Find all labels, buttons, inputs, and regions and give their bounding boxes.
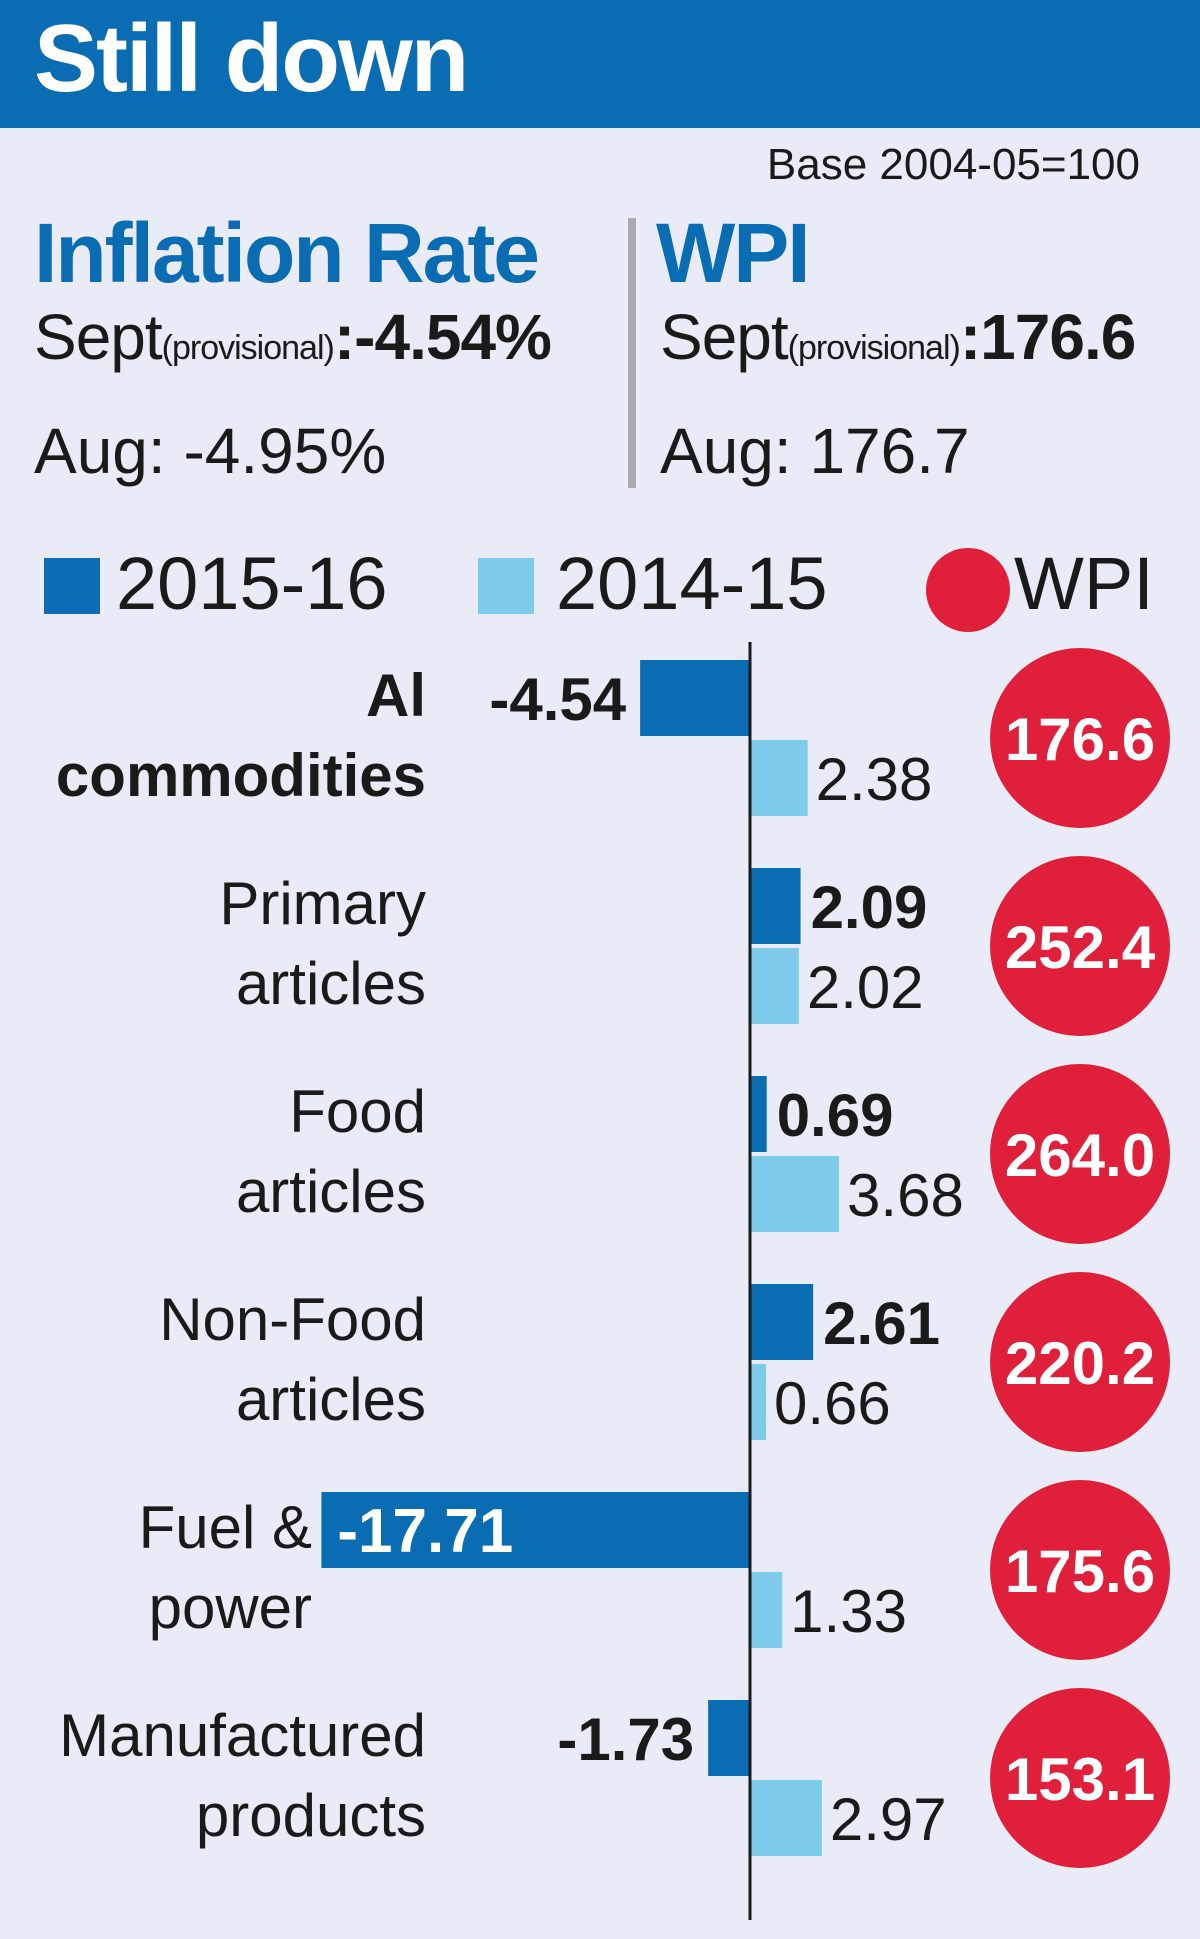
- wpi-circle: [990, 856, 1170, 1036]
- category-label: Fuel &: [139, 1494, 312, 1561]
- wpi-sept-line: Sept(provisional):176.6: [660, 300, 1136, 385]
- value-label-2015-16: -4.54: [489, 666, 626, 733]
- value-label-2014-15: 0.66: [774, 1370, 891, 1437]
- panel-divider: [628, 218, 636, 488]
- wpi-title: WPI: [656, 206, 811, 300]
- category-label: Non-Food: [159, 1286, 426, 1353]
- wpi-circle: [990, 1688, 1170, 1868]
- bar-2015-16: [321, 1492, 750, 1568]
- inflation-sept-label: Sept: [34, 301, 163, 373]
- inflation-sept-line: Sept(provisional):-4.54%: [34, 300, 552, 385]
- legend-label-wpi: WPI: [1014, 542, 1154, 625]
- value-label-2015-16: -17.71: [337, 1497, 513, 1566]
- bar-2014-15: [750, 1572, 783, 1648]
- bar-2014-15: [750, 1364, 766, 1440]
- wpi-value-label: 264.0: [1005, 1122, 1155, 1189]
- category-label: articles: [236, 1158, 426, 1225]
- wpi-circle: [990, 1480, 1170, 1660]
- bar-2014-15: [750, 740, 808, 816]
- wpi-value-label: 175.6: [1005, 1538, 1155, 1605]
- wpi-circle: [990, 1064, 1170, 1244]
- bar-2015-16: [640, 660, 750, 736]
- wpi-sept-value: :176.6: [959, 301, 1136, 373]
- wpi-value-label: 252.4: [1005, 914, 1156, 981]
- chart-title: Still down: [34, 5, 469, 112]
- bar-2014-15: [750, 1780, 822, 1856]
- inflation-sept-value: :-4.54%: [333, 301, 552, 373]
- category-label: Food: [289, 1078, 426, 1145]
- value-label-2015-16: 0.69: [777, 1082, 894, 1149]
- bar-2015-16: [750, 868, 801, 944]
- value-label-2014-15: 2.97: [830, 1786, 947, 1853]
- legend-wpi-circle: [926, 548, 1010, 632]
- value-label-2014-15: 2.38: [816, 746, 933, 813]
- value-label-2014-15: 1.33: [790, 1578, 907, 1645]
- inflation-aug-line: Aug: -4.95%: [34, 415, 387, 487]
- wpi-value-label: 220.2: [1005, 1330, 1155, 1397]
- wpi-circle: [990, 648, 1170, 828]
- value-label-2014-15: 3.68: [847, 1162, 964, 1229]
- wpi-value-label: 153.1: [1005, 1746, 1155, 1813]
- value-label-2014-15: 2.02: [807, 954, 924, 1021]
- inflation-rate-title: Inflation Rate: [34, 206, 540, 300]
- value-label-2015-16: -1.73: [557, 1706, 694, 1773]
- wpi-sept-qualifier: (provisional): [787, 329, 961, 367]
- legend-swatch-2014-15: [478, 558, 534, 614]
- bar-2014-15: [750, 1156, 840, 1232]
- header-band: [0, 0, 1200, 128]
- category-label: Al: [366, 662, 426, 729]
- category-label: power: [149, 1574, 312, 1641]
- bar-2014-15: [750, 948, 799, 1024]
- category-label: articles: [236, 1366, 426, 1433]
- bar-2015-16: [750, 1284, 814, 1360]
- wpi-value-label: 176.6: [1005, 706, 1155, 773]
- bar-chart: -4.54 2.38 Al commodities 176.6 2.09 2.02 Prima…: [56, 642, 1170, 1920]
- legend: 2015-16 2014-15 WPI: [0, 540, 1200, 632]
- value-label-2015-16: 2.61: [823, 1290, 940, 1357]
- bar-2015-16: [750, 1076, 767, 1152]
- wpi-circle: [990, 1272, 1170, 1452]
- legend-label-2014-15: 2014-15: [556, 542, 828, 625]
- legend-swatch-2015-16: [44, 558, 100, 614]
- base-note: Base 2004-05=100: [766, 140, 1140, 189]
- category-label: commodities: [56, 742, 426, 809]
- category-label: products: [196, 1782, 426, 1849]
- bar-2015-16: [708, 1700, 750, 1776]
- category-label: articles: [236, 950, 426, 1017]
- category-label: Manufactured: [59, 1702, 426, 1769]
- value-label-2015-16: 2.09: [811, 874, 928, 941]
- inflation-sept-qualifier: (provisional): [161, 329, 335, 367]
- category-label: Primary: [219, 870, 426, 937]
- wpi-aug-line: Aug: 176.7: [660, 415, 970, 487]
- wpi-sept-label: Sept: [660, 301, 789, 373]
- legend-label-2015-16: 2015-16: [116, 542, 388, 625]
